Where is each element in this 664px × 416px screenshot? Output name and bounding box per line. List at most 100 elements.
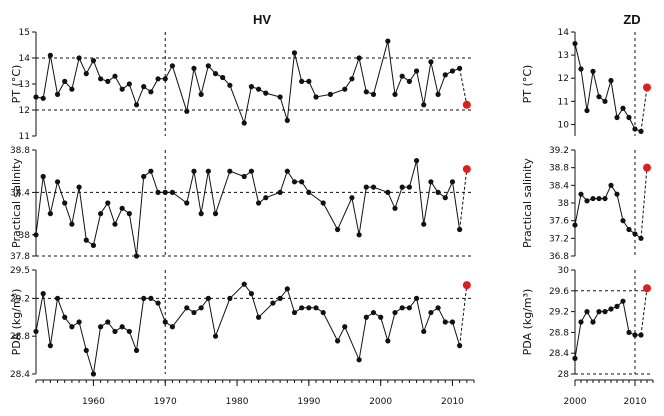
data-point-zd-pda	[590, 319, 596, 325]
data-point-hv-sal	[277, 189, 283, 195]
data-point-hv-sal	[141, 173, 147, 180]
data-point-hv-pt	[212, 71, 219, 77]
data-point-hv-pt	[227, 82, 233, 88]
data-point-zd-pt	[596, 94, 602, 100]
data-point-hv-pda	[105, 319, 111, 325]
data-point-hv-sal	[227, 168, 233, 174]
data-point-hv-pt	[133, 102, 140, 108]
data-point-hv-sal	[291, 179, 298, 185]
data-point-hv-pt	[342, 86, 348, 92]
data-point-hv-pt	[76, 55, 82, 61]
data-point-hv-pt	[363, 89, 369, 95]
data-point-hv-pt	[205, 63, 211, 69]
highlight-point-hv-pt	[462, 100, 471, 109]
data-point-hv-sal	[320, 200, 326, 206]
data-point-zd-pt	[632, 126, 638, 132]
data-point-hv-sal	[119, 205, 125, 211]
data-point-zd-sal	[638, 235, 644, 241]
data-point-hv-pt	[148, 89, 154, 95]
data-point-hv-sal	[413, 158, 420, 164]
data-point-hv-pt	[184, 108, 190, 114]
data-point-hv-pt	[291, 50, 298, 56]
data-point-hv-pda	[212, 333, 219, 339]
x-tick-label-hv: 2000	[369, 397, 392, 407]
y-tick-label-zd-sal: 38	[558, 199, 570, 209]
data-point-zd-sal	[614, 191, 620, 197]
data-point-hv-sal	[47, 211, 53, 217]
data-point-hv-sal	[392, 205, 398, 211]
x-tick-label-hv: 1980	[226, 397, 249, 407]
x-tick-label-zd: 2000	[564, 397, 587, 407]
panel-hv-pt: 11 12 13 14 15 PT (°C)	[10, 28, 474, 142]
data-point-zd-pt	[614, 114, 620, 121]
data-point-hv-pda	[227, 295, 233, 301]
data-point-hv-sal	[112, 221, 118, 227]
data-point-hv-sal	[284, 168, 290, 174]
y-tick-label-hv-pt: 12	[19, 106, 30, 116]
data-point-hv-pda	[406, 305, 412, 311]
data-point-hv-pt	[119, 86, 125, 92]
data-point-hv-pt	[112, 73, 118, 79]
data-point-hv-pt	[90, 58, 97, 64]
data-point-hv-pt	[69, 86, 75, 92]
data-point-hv-pda	[306, 305, 312, 311]
data-point-zd-pt	[620, 105, 626, 111]
data-point-hv-pt	[263, 90, 269, 96]
data-point-hv-pt	[83, 71, 89, 77]
y-tick-label-hv-pda: 28.8	[10, 332, 30, 342]
data-point-hv-sal	[83, 237, 89, 243]
y-tick-label-zd-pt: 14	[558, 28, 570, 38]
y-tick-label-hv-sal: 38.4	[10, 188, 30, 198]
data-point-zd-pda	[620, 298, 626, 304]
panel-hv-pda: 28.4 28.8 29.2 29.5 PDA (kg/m³)	[10, 266, 474, 380]
data-point-zd-sal	[590, 195, 596, 202]
x-tick-label-zd: 2010	[624, 397, 647, 407]
data-point-hv-pda	[399, 305, 405, 311]
data-point-hv-sal	[162, 189, 168, 195]
data-point-hv-pt	[356, 55, 362, 61]
data-point-hv-pda	[62, 314, 68, 320]
data-point-hv-sal	[428, 179, 434, 185]
data-point-hv-sal	[370, 184, 377, 190]
data-point-hv-sal	[90, 242, 97, 248]
data-point-zd-pt	[584, 107, 590, 114]
data-point-hv-pda	[54, 295, 61, 301]
data-point-hv-sal	[406, 184, 412, 190]
y-tick-label-zd-pda: 28	[558, 370, 570, 380]
data-point-hv-pda	[356, 357, 362, 363]
data-point-hv-pt	[385, 38, 391, 44]
data-point-hv-sal	[205, 168, 211, 174]
chart-title-zd: ZD	[623, 12, 640, 27]
y-tick-label-zd-pt: 10	[558, 120, 570, 130]
data-point-zd-pda	[596, 309, 602, 315]
x-tick-label-hv: 2010	[441, 397, 464, 407]
data-point-hv-pt	[62, 78, 68, 84]
data-point-hv-pda	[370, 309, 377, 316]
data-point-hv-sal	[449, 179, 456, 185]
data-point-hv-pda	[284, 286, 290, 292]
data-point-hv-pda	[33, 328, 39, 335]
highlight-link-hv-pda	[459, 285, 468, 346]
data-point-hv-pda	[162, 319, 168, 325]
data-point-zd-pt	[638, 128, 644, 134]
data-point-zd-pda	[638, 332, 644, 338]
y-tick-label-hv-pt: 13	[19, 80, 30, 90]
data-point-zd-pda	[584, 309, 590, 315]
data-point-zd-pt	[572, 40, 578, 47]
data-point-zd-sal	[584, 198, 590, 204]
data-point-hv-pda	[155, 300, 161, 306]
y-tick-label-zd-pda: 30	[558, 266, 570, 276]
data-point-zd-pda	[578, 319, 584, 325]
data-point-hv-pda	[291, 309, 298, 316]
data-point-hv-sal	[334, 226, 341, 233]
y-label-hv-pda: PDA (kg/m³)	[10, 289, 23, 356]
data-point-hv-pt	[277, 94, 283, 100]
data-point-hv-sal	[457, 226, 463, 233]
highlight-link-zd-sal	[640, 167, 648, 239]
x-tick-label-hv: 1960	[82, 397, 105, 407]
y-tick-label-zd-sal: 38.4	[549, 181, 569, 191]
y-tick-label-hv-pda: 29.5	[10, 266, 30, 276]
data-point-hv-pda	[435, 305, 441, 311]
y-tick-label-zd-sal: 37.6	[549, 217, 569, 227]
